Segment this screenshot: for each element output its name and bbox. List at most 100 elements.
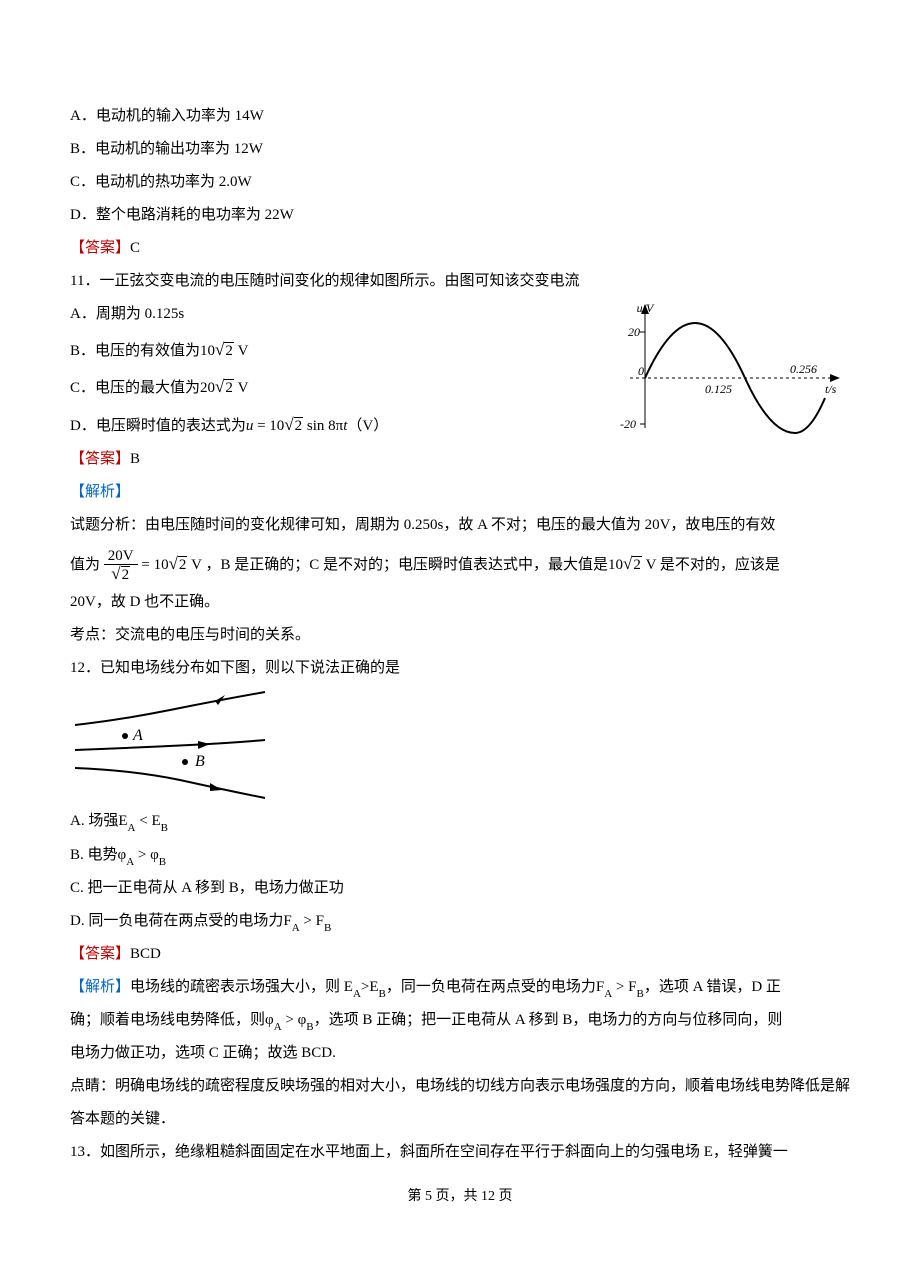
a1-gt: >: [612, 979, 628, 995]
q13-stem: 13．如图所示，绝缘粗糙斜面固定在水平地面上，斜面所在空间存在平行于斜面向上的匀…: [70, 1136, 850, 1169]
q12-option-d: D. 同一负电荷在两点受的电场力FA > FB: [70, 905, 850, 938]
optd-f2: F: [316, 913, 324, 929]
q12-tip: 点睛：明确电场线的疏密程度反映场强的相对大小，电场线的切线方向表示电场强度的方向…: [70, 1070, 850, 1136]
opta-lt: <: [135, 813, 151, 829]
point-a-label: A: [132, 727, 143, 744]
q12-answer: 【答案】BCD: [70, 938, 850, 971]
a2-root2: 2: [632, 556, 642, 573]
field-lines-figure: A B: [70, 690, 270, 800]
page-footer: 第 5 页，共 12 页: [0, 1182, 920, 1213]
a2-gt: >: [282, 1012, 298, 1028]
optd-pre: D. 同一负电荷在两点受的电场力: [70, 913, 283, 929]
a1-pre: 电场线的疏密表示场强大小，则 E: [130, 979, 353, 995]
optd-gt: >: [300, 913, 316, 929]
q12-analysis-line3: 电场力做正功，选项 C 正确；故选 BCD.: [70, 1037, 850, 1070]
x-tick-0256: 0.256: [790, 362, 817, 376]
answer-label: 【答案】: [70, 946, 130, 962]
optc-val: 20: [200, 380, 215, 396]
answer-label: 【答案】: [70, 240, 130, 256]
q11-analysis-line3: 20V，故 D 也不正确。: [70, 586, 850, 619]
opta-subb: B: [161, 822, 168, 834]
optd-post: （V）: [347, 418, 388, 434]
frac-num: 20V: [104, 548, 138, 566]
analysis-label: 【解析】: [70, 484, 130, 500]
optb-root: 2: [224, 342, 234, 359]
a2-subb: B: [306, 1021, 313, 1033]
q11-analysis-line2: 值为 20V √2 = 10√2 V ，B 是正确的；C 是不对的；电压瞬时值表…: [70, 542, 850, 586]
opta-e1: E: [118, 813, 127, 829]
answer-value: C: [130, 240, 140, 256]
optb-gt: >: [134, 847, 150, 863]
optc-root: 2: [224, 379, 234, 396]
y-tick-neg20: -20: [620, 417, 636, 431]
optd-eq: = 10: [253, 418, 284, 434]
a2-post: V 是不对的，应该是: [642, 557, 780, 573]
a1-mid2: ，同一负电荷在两点受的电场力: [386, 979, 596, 995]
optb-pre: B．电压的有效值为: [70, 343, 200, 359]
optb-suba: A: [126, 856, 134, 868]
answer-label: 【答案】: [70, 451, 130, 467]
optd-root: 2: [294, 417, 304, 434]
a2-pre: 确；顺着电场线电势降低，则: [70, 1012, 265, 1028]
optb-phi2: φ: [150, 847, 159, 863]
optd-subb: B: [324, 922, 331, 934]
a2-pre: 值为: [70, 557, 100, 573]
optd-sin: sin 8π: [303, 418, 343, 434]
a1-fsuba: A: [604, 988, 612, 1000]
optd-pre: D．电压瞬时值的表达式为: [70, 418, 246, 434]
a1-mid1: >E: [361, 979, 379, 995]
y-tick-20: 20: [628, 325, 640, 339]
point-b-label: B: [195, 753, 205, 770]
a1-f1: F: [596, 979, 604, 995]
q12-analysis-line2: 确；顺着电场线电势降低，则φA > φB，选项 B 正确；把一正电荷从 A 移到…: [70, 1004, 850, 1037]
q10-option-b: B．电动机的输出功率为 12W: [70, 133, 850, 166]
answer-value: BCD: [130, 946, 161, 962]
a2-phi1: φ: [265, 1012, 274, 1028]
q10-option-c: C．电动机的热功率为 2.0W: [70, 166, 850, 199]
analysis-label: 【解析】: [70, 979, 130, 995]
frac-den: 2: [121, 566, 131, 583]
q12-option-a: A. 场强EA < EB: [70, 805, 850, 838]
q11-answer: 【答案】B: [70, 443, 850, 476]
a1-post: ，选项 A 错误，D 正: [644, 979, 781, 995]
opta-suba: A: [128, 822, 136, 834]
optd-suba: A: [292, 922, 300, 934]
opta-e2: E: [151, 813, 160, 829]
q12-stem: 12．已知电场线分布如下图，则以下说法正确的是: [70, 652, 850, 685]
footer-pre: 第: [408, 1189, 426, 1204]
opta-pre: A. 场强: [70, 813, 118, 829]
q11-analysis-line1: 试题分析：由电压随时间的变化规律可知，周期为 0.250s，故 A 不对；电压的…: [70, 509, 850, 542]
optb-subb: B: [159, 856, 166, 868]
footer-post: 页: [495, 1189, 513, 1204]
q11-analysis-label: 【解析】: [70, 476, 850, 509]
svg-text:0: 0: [638, 364, 644, 378]
x-axis-label: t/s: [825, 382, 837, 396]
optb-val: 10: [200, 343, 215, 359]
a2-mid2: V ，B 是正确的；C 是不对的；电压瞬时值表达式中，最大值是: [187, 557, 608, 573]
a1-suba: A: [353, 988, 361, 1000]
sine-wave-figure: u/V 20 -20 0 0.125 0.256 t/s: [610, 298, 850, 438]
a2-suba: A: [274, 1021, 282, 1033]
x-tick-0125: 0.125: [705, 382, 732, 396]
q12-option-c: C. 把一正电荷从 A 移到 B，电场力做正功: [70, 872, 850, 905]
q11-stem: 11．一正弦交变电流的电压随时间变化的规律如图所示。由图可知该交变电流: [70, 265, 850, 298]
a1-subb: B: [379, 988, 386, 1000]
a2-post: ，选项 B 正确；把一正电荷从 A 移到 B，电场力的方向与位移同向，则: [314, 1012, 783, 1028]
optc-post: V: [234, 380, 249, 396]
q12-analysis-line1: 【解析】电场线的疏密表示场强大小，则 EA>EB，同一负电荷在两点受的电场力FA…: [70, 971, 850, 1004]
optb-pre: B. 电势: [70, 847, 118, 863]
q11-analysis-line4: 考点：交流电的电压与时间的关系。: [70, 619, 850, 652]
q10-answer: 【答案】C: [70, 232, 850, 265]
a2-mid1: = 10: [141, 557, 168, 573]
optb-post: V: [234, 343, 249, 359]
optb-phi1: φ: [118, 847, 127, 863]
q10-option-d: D．整个电路消耗的电功率为 22W: [70, 199, 850, 232]
a2-val: 10: [608, 557, 623, 573]
a2-root: 2: [178, 556, 188, 573]
y-axis-label: u/V: [637, 301, 655, 315]
footer-total: 12: [481, 1189, 495, 1204]
a1-fsubb: B: [636, 988, 643, 1000]
q10-option-a: A．电动机的输入功率为 14W: [70, 100, 850, 133]
optd-f1: F: [283, 913, 291, 929]
a2-phi2: φ: [298, 1012, 307, 1028]
